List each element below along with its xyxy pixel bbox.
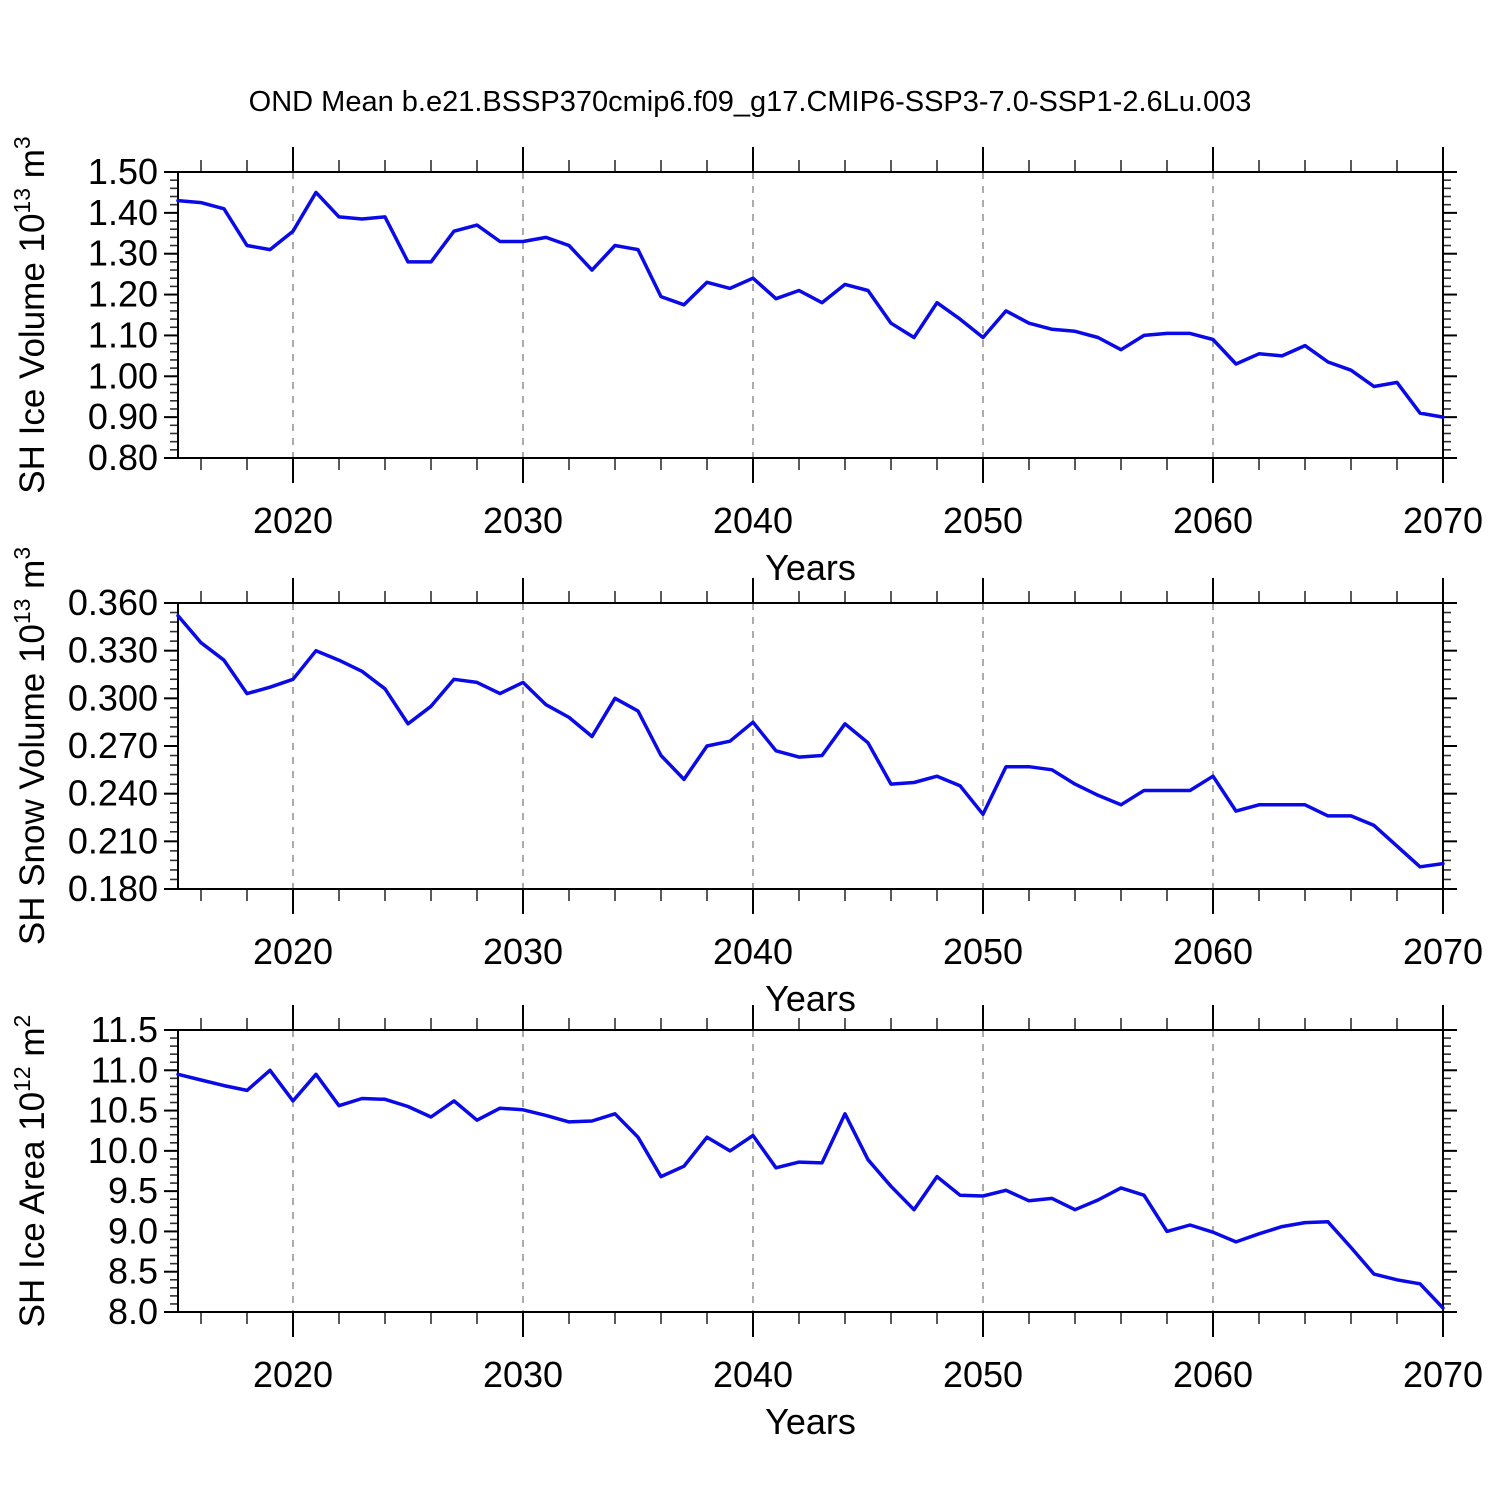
y-tick-label: 0.240: [68, 773, 158, 814]
x-tick-label: 2070: [1403, 1354, 1483, 1395]
y-tick-label: 1.10: [88, 314, 158, 355]
y-tick-label: 1.40: [88, 192, 158, 233]
x-tick-label: 2070: [1403, 931, 1483, 972]
y-tick-label: 1.20: [88, 274, 158, 315]
plot-title: OND Mean b.e21.BSSP370cmip6.f09_g17.CMIP…: [248, 86, 1252, 118]
x-tick-label: 2020: [253, 1354, 333, 1395]
y-tick-label: 1.30: [88, 233, 158, 274]
y-tick-label: 0.300: [68, 677, 158, 718]
y-tick-label: 10.0: [88, 1130, 158, 1171]
x-tick-label: 2060: [1173, 931, 1253, 972]
y-tick-label: 1.50: [88, 151, 158, 192]
x-tick-label: 2050: [943, 931, 1023, 972]
y-axis-title: SH Ice Area 1012 m2: [9, 1015, 52, 1328]
y-tick-label: 0.330: [68, 630, 158, 671]
chart-sh-ice-area: 11.511.010.510.09.59.08.58.0 2020 2030 2040…: [9, 1005, 1483, 1442]
data-line-sh-ice-volume: [176, 190, 1445, 419]
y-tick-label: 9.5: [108, 1170, 158, 1211]
x-tick-label: 2040: [713, 1354, 793, 1395]
y-tick-label: 0.180: [68, 868, 158, 909]
x-axis-title: Years: [765, 978, 856, 1019]
y-axis-title: SH Ice Volume 1013 m3: [9, 136, 52, 493]
plot-frame: [177, 171, 1444, 459]
x-tick-label: 2070: [1403, 500, 1483, 541]
y-tick-label: 10.5: [88, 1090, 158, 1131]
x-tick-label: 2050: [943, 500, 1023, 541]
x-tick-label: 2040: [713, 931, 793, 972]
y-tick-label: 0.360: [68, 582, 158, 623]
plot-frame: [177, 602, 1444, 890]
x-tick-label: 2020: [253, 500, 333, 541]
x-axis-title: Years: [765, 547, 856, 588]
x-tick-label: 2030: [483, 500, 563, 541]
y-axis-title: SH Snow Volume 1013 m3: [9, 547, 52, 945]
y-tick-label: 9.0: [108, 1210, 158, 1251]
y-tick-label: 0.80: [88, 437, 158, 478]
y-tick-label: 11.0: [91, 1049, 158, 1090]
x-tick-label: 2030: [483, 931, 563, 972]
y-tick-label: 0.90: [88, 396, 158, 437]
y-tick-label: 8.5: [108, 1251, 158, 1292]
data-line-sh-ice-area: [176, 1068, 1445, 1310]
y-tick-label: 0.270: [68, 725, 158, 766]
data-line-sh-snow-volume: [176, 613, 1445, 869]
x-tick-label: 2060: [1173, 500, 1253, 541]
chart-sh-ice-volume: 1.501.401.301.201.101.000.900.80 2020 2030…: [9, 136, 1483, 588]
x-tick-label: 2030: [483, 1354, 563, 1395]
y-tick-label: 0.210: [68, 820, 158, 861]
x-axis-title: Years: [765, 1401, 856, 1442]
x-tick-label: 2050: [943, 1354, 1023, 1395]
x-tick-label: 2040: [713, 500, 793, 541]
y-tick-label: 11.5: [91, 1009, 158, 1050]
y-tick-label: 8.0: [108, 1291, 158, 1332]
chart-sh-snow-volume: 0.360 0.330 0.300 0.270 0.240 0.210 0.180 2020 2…: [9, 547, 1483, 1019]
x-tick-label: 2020: [253, 931, 333, 972]
plot-frame: [177, 1029, 1444, 1313]
x-tick-label: 2060: [1173, 1354, 1253, 1395]
y-tick-label: 1.00: [88, 355, 158, 396]
